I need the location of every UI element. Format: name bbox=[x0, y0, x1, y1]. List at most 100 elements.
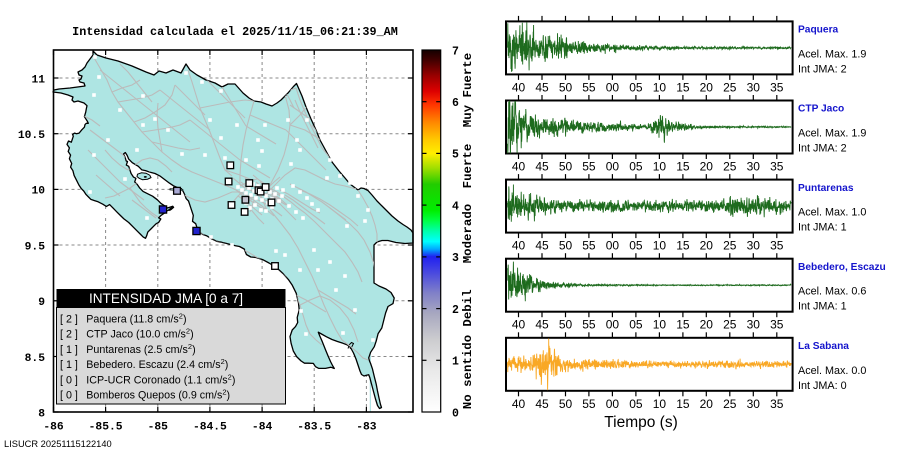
svg-text:La Sabana: La Sabana bbox=[798, 341, 849, 352]
svg-text:10: 10 bbox=[653, 80, 667, 94]
svg-text:Intensidad calculada el 2025/1: Intensidad calculada el 2025/11/15_06:21… bbox=[72, 25, 398, 39]
svg-text:[ 1 ]: [ 1 ] bbox=[60, 344, 78, 356]
svg-text:25: 25 bbox=[723, 80, 737, 94]
svg-text:Puntarenas: Puntarenas bbox=[798, 183, 854, 194]
svg-text:11: 11 bbox=[31, 74, 45, 86]
svg-text:15: 15 bbox=[676, 160, 690, 174]
svg-text:Moderado: Moderado bbox=[461, 204, 475, 264]
svg-text:55: 55 bbox=[582, 318, 596, 332]
svg-text:-86: -86 bbox=[43, 422, 64, 434]
svg-text:15: 15 bbox=[676, 239, 690, 253]
svg-text:45: 45 bbox=[535, 239, 549, 253]
svg-text:-84: -84 bbox=[252, 422, 273, 434]
svg-text:9: 9 bbox=[38, 297, 45, 309]
svg-text:-85.5: -85.5 bbox=[89, 422, 123, 434]
svg-text:30: 30 bbox=[747, 160, 761, 174]
svg-text:2: 2 bbox=[452, 304, 459, 317]
svg-text:Muy Fuerte: Muy Fuerte bbox=[461, 53, 475, 127]
svg-text:20: 20 bbox=[700, 239, 714, 253]
svg-text:05: 05 bbox=[629, 397, 643, 411]
svg-text:7: 7 bbox=[452, 45, 459, 58]
svg-text:Int JMA: 1: Int JMA: 1 bbox=[798, 301, 847, 313]
svg-text:-83: -83 bbox=[356, 422, 377, 434]
svg-text:00: 00 bbox=[606, 397, 620, 411]
svg-text:1: 1 bbox=[452, 356, 459, 369]
svg-text:45: 45 bbox=[535, 80, 549, 94]
svg-text:25: 25 bbox=[723, 397, 737, 411]
svg-text:20: 20 bbox=[700, 160, 714, 174]
svg-text:15: 15 bbox=[676, 318, 690, 332]
svg-text:50: 50 bbox=[559, 397, 573, 411]
svg-text:05: 05 bbox=[629, 318, 643, 332]
svg-text:20: 20 bbox=[700, 80, 714, 94]
svg-text:-83.5: -83.5 bbox=[297, 422, 331, 434]
svg-text:Int JMA: 1: Int JMA: 1 bbox=[798, 222, 847, 234]
svg-text:3: 3 bbox=[452, 252, 459, 265]
svg-text:00: 00 bbox=[606, 318, 620, 332]
svg-text:-84.5: -84.5 bbox=[193, 422, 227, 434]
svg-text:Int JMA: 2: Int JMA: 2 bbox=[798, 63, 847, 75]
svg-text:45: 45 bbox=[535, 397, 549, 411]
svg-text:CTP Jaco (10.0 cm/s2): CTP Jaco (10.0 cm/s2) bbox=[86, 327, 193, 341]
svg-text:Tiempo (s): Tiempo (s) bbox=[604, 414, 678, 431]
svg-text:25: 25 bbox=[723, 239, 737, 253]
svg-text:00: 00 bbox=[606, 160, 620, 174]
svg-text:10: 10 bbox=[653, 318, 667, 332]
svg-text:10.5: 10.5 bbox=[18, 130, 45, 142]
svg-text:40: 40 bbox=[512, 318, 526, 332]
svg-text:20: 20 bbox=[700, 397, 714, 411]
svg-text:40: 40 bbox=[512, 160, 526, 174]
svg-text:Int JMA: 0: Int JMA: 0 bbox=[798, 380, 847, 392]
svg-text:00: 00 bbox=[606, 239, 620, 253]
svg-text:Bebedero, Escazu: Bebedero, Escazu bbox=[798, 262, 886, 273]
svg-text:Bomberos Quepos (0.9 cm/s2): Bomberos Quepos (0.9 cm/s2) bbox=[86, 388, 230, 402]
svg-text:55: 55 bbox=[582, 239, 596, 253]
svg-text:50: 50 bbox=[559, 80, 573, 94]
svg-text:ICP-UCR Coronado (1.1 cm/s2): ICP-UCR Coronado (1.1 cm/s2) bbox=[86, 372, 235, 386]
svg-text:Debil: Debil bbox=[461, 289, 475, 326]
svg-text:INTENSIDAD JMA [0 a 7]: INTENSIDAD JMA [0 a 7] bbox=[89, 291, 243, 306]
svg-text:Paquera (11.8 cm/s2): Paquera (11.8 cm/s2) bbox=[86, 312, 186, 326]
svg-text:Paquera: Paquera bbox=[798, 25, 839, 36]
svg-text:25: 25 bbox=[723, 160, 737, 174]
svg-text:Acel. Max. 0.0: Acel. Max. 0.0 bbox=[798, 365, 866, 377]
svg-text:30: 30 bbox=[747, 318, 761, 332]
svg-text:15: 15 bbox=[676, 80, 690, 94]
svg-text:45: 45 bbox=[535, 318, 549, 332]
svg-text:LISUCR 20251115122140: LISUCR 20251115122140 bbox=[4, 439, 112, 449]
svg-text:35: 35 bbox=[770, 318, 784, 332]
svg-text:[ 0 ]: [ 0 ] bbox=[60, 390, 78, 402]
svg-text:00: 00 bbox=[606, 80, 620, 94]
svg-text:10: 10 bbox=[653, 160, 667, 174]
svg-text:55: 55 bbox=[582, 397, 596, 411]
svg-text:CTP Jaco: CTP Jaco bbox=[798, 104, 844, 115]
svg-text:Bebedero. Escazu (2.4 cm/s2): Bebedero. Escazu (2.4 cm/s2) bbox=[86, 357, 228, 371]
svg-text:50: 50 bbox=[559, 239, 573, 253]
svg-text:9.5: 9.5 bbox=[25, 241, 46, 253]
svg-text:55: 55 bbox=[582, 160, 596, 174]
svg-text:8.5: 8.5 bbox=[25, 353, 46, 365]
svg-text:[ 1 ]: [ 1 ] bbox=[60, 359, 78, 371]
svg-text:40: 40 bbox=[512, 239, 526, 253]
svg-text:10: 10 bbox=[653, 239, 667, 253]
svg-text:20: 20 bbox=[700, 318, 714, 332]
svg-text:[ 2 ]: [ 2 ] bbox=[60, 314, 78, 326]
svg-text:35: 35 bbox=[770, 80, 784, 94]
svg-text:Acel. Max. 1.0: Acel. Max. 1.0 bbox=[798, 207, 866, 219]
svg-text:Puntarenas (2.5 cm/s2): Puntarenas (2.5 cm/s2) bbox=[86, 342, 195, 356]
svg-text:35: 35 bbox=[770, 160, 784, 174]
svg-text:10: 10 bbox=[653, 397, 667, 411]
svg-text:Acel. Max. 1.9: Acel. Max. 1.9 bbox=[798, 128, 866, 140]
svg-text:30: 30 bbox=[747, 239, 761, 253]
svg-text:40: 40 bbox=[512, 397, 526, 411]
svg-text:25: 25 bbox=[723, 318, 737, 332]
svg-text:6: 6 bbox=[452, 97, 459, 110]
svg-text:30: 30 bbox=[747, 397, 761, 411]
svg-text:05: 05 bbox=[629, 239, 643, 253]
svg-text:45: 45 bbox=[535, 160, 549, 174]
svg-text:5: 5 bbox=[452, 149, 459, 162]
svg-text:Int JMA: 2: Int JMA: 2 bbox=[798, 143, 847, 155]
svg-text:55: 55 bbox=[582, 80, 596, 94]
svg-text:Acel. Max. 0.6: Acel. Max. 0.6 bbox=[798, 286, 866, 298]
svg-text:10: 10 bbox=[31, 186, 45, 198]
